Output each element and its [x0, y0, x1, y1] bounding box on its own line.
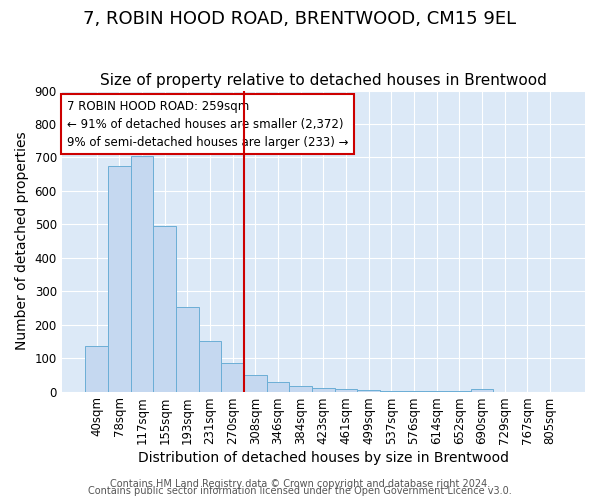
Text: Contains HM Land Registry data © Crown copyright and database right 2024.: Contains HM Land Registry data © Crown c… [110, 479, 490, 489]
Bar [154, 226, 176, 392]
Bar [312, 388, 335, 392]
Bar [85, 346, 108, 392]
Bar [289, 386, 312, 392]
Bar [199, 340, 221, 392]
Text: 7, ROBIN HOOD ROAD, BRENTWOOD, CM15 9EL: 7, ROBIN HOOD ROAD, BRENTWOOD, CM15 9EL [83, 10, 517, 28]
Bar [380, 390, 403, 392]
Bar [176, 307, 199, 392]
Bar [108, 166, 131, 392]
Bar [470, 389, 493, 392]
Bar [266, 382, 289, 392]
Bar [221, 363, 244, 392]
X-axis label: Distribution of detached houses by size in Brentwood: Distribution of detached houses by size … [138, 451, 509, 465]
Bar [131, 156, 154, 392]
Text: Contains public sector information licensed under the Open Government Licence v3: Contains public sector information licen… [88, 486, 512, 496]
Bar [244, 375, 266, 392]
Title: Size of property relative to detached houses in Brentwood: Size of property relative to detached ho… [100, 73, 547, 88]
Text: 7 ROBIN HOOD ROAD: 259sqm
← 91% of detached houses are smaller (2,372)
9% of sem: 7 ROBIN HOOD ROAD: 259sqm ← 91% of detac… [67, 100, 349, 148]
Bar [403, 391, 425, 392]
Bar [358, 390, 380, 392]
Y-axis label: Number of detached properties: Number of detached properties [15, 132, 29, 350]
Bar [335, 389, 358, 392]
